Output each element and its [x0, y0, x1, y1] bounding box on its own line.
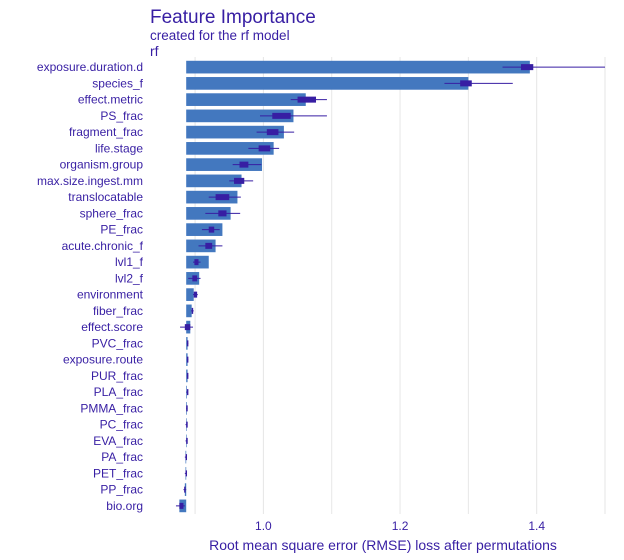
box-effect.score [184, 324, 191, 331]
box-PUR_frac [186, 372, 189, 379]
feature-label: PP_frac [100, 483, 143, 497]
box-organism.group [239, 161, 249, 168]
feature-label: PA_frac [101, 450, 143, 464]
chart-title: Feature Importance [150, 7, 316, 28]
box-PP_frac [184, 486, 186, 493]
box-life.stage [258, 145, 271, 152]
bar-PUR_frac [186, 369, 188, 383]
box-lvl1_f [194, 259, 199, 266]
box-PLA_frac [186, 389, 189, 396]
bar-effect.metric [186, 93, 306, 106]
panel-label: rf [150, 43, 159, 59]
feature-label: max.size.ingest.mm [37, 174, 143, 188]
x-axis-ticks: 1.0 1.2 1.4 [255, 519, 545, 533]
box-fragment_frac [266, 129, 279, 136]
bar-species_f [186, 77, 469, 90]
feature-label: lvl1_f [115, 255, 144, 269]
x-tick-label: 1.2 [392, 519, 409, 533]
feature-label: effect.score [81, 320, 143, 334]
bar-exposure.route [186, 353, 188, 366]
feature-label: PMMA_frac [80, 401, 143, 415]
box-effect.metric [297, 96, 317, 103]
box-acute.chronic_f [205, 242, 213, 249]
x-axis-title: Root mean square error (RMSE) loss after… [209, 537, 557, 553]
feature-label: PLA_frac [94, 385, 143, 399]
bar-fragment_frac [186, 125, 284, 139]
feature-label: species_f [92, 76, 143, 90]
feature-label: translocatable [68, 190, 143, 204]
boxplots [175, 64, 605, 509]
feature-label: organism.group [60, 158, 144, 172]
bars [179, 60, 530, 513]
box-translocatable [215, 194, 230, 201]
box-PMMA_frac [186, 405, 188, 412]
feature-label: lvl2_f [115, 271, 144, 285]
feature-label: PS_frac [100, 109, 143, 123]
box-species_f [460, 80, 472, 87]
feature-label: fragment_frac [69, 125, 143, 139]
feature-label: acute.chronic_f [62, 239, 144, 253]
feature-label: life.stage [95, 141, 143, 155]
feature-labels: exposure.duration.d species_f effect.metri… [37, 60, 144, 513]
box-lvl2_f [192, 275, 198, 282]
feature-label: PE_frac [100, 223, 143, 237]
feature-label: PUR_frac [91, 369, 143, 383]
feature-label: fiber_frac [93, 304, 143, 318]
box-sphere_frac [218, 210, 227, 217]
bar-organism.group [186, 158, 263, 171]
feature-label: exposure.duration.d [37, 60, 143, 74]
feature-label: PET_frac [93, 466, 143, 480]
bar-PS_frac [186, 109, 294, 123]
feature-label: sphere_frac [80, 206, 143, 220]
bar-environment [186, 288, 194, 301]
feature-label: bio.org [106, 499, 143, 513]
box-max.size.ingest.mm [234, 177, 245, 184]
feature-label: exposure.route [63, 353, 143, 367]
feature-label: PC_frac [100, 418, 143, 432]
grid-lines [194, 57, 606, 514]
box-bio.org [179, 502, 184, 509]
box-EVA_frac [186, 437, 188, 444]
box-fiber_frac [191, 307, 194, 314]
box-PC_frac [186, 421, 188, 428]
box-PET_frac [185, 470, 188, 477]
box-exposure.route [186, 356, 189, 363]
feature-label: effect.metric [78, 93, 143, 107]
box-PA_frac [185, 454, 188, 461]
bar-PVC_frac [186, 337, 188, 350]
box-PVC_frac [186, 340, 189, 347]
feature-label: environment [77, 288, 144, 302]
x-tick-label: 1.0 [255, 519, 272, 533]
box-PS_frac [272, 112, 291, 119]
bar-max.size.ingest.mm [186, 174, 242, 188]
feature-label: PVC_frac [92, 336, 143, 350]
box-PE_frac [208, 226, 215, 233]
box-environment [193, 291, 198, 298]
chart-subtitle: created for the rf model [150, 28, 290, 43]
bar-fiber_frac [186, 304, 192, 318]
x-tick-label: 1.4 [528, 519, 545, 533]
bar-exposure.duration.d [186, 60, 530, 74]
bar-life.stage [186, 142, 274, 155]
box-exposure.duration.d [520, 64, 534, 71]
feature-label: EVA_frac [93, 434, 143, 448]
